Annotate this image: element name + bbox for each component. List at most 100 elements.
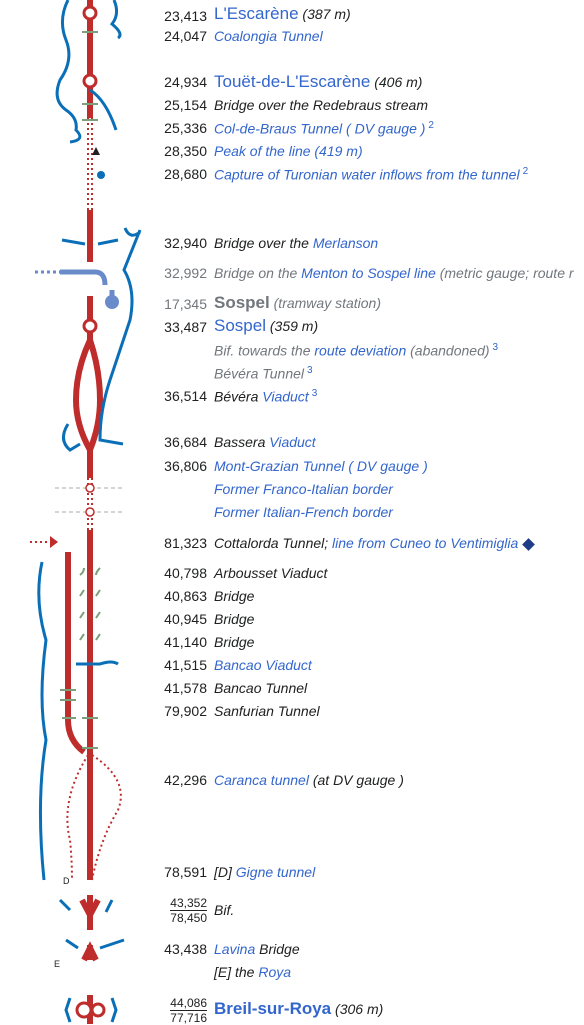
row-text: Bridge <box>214 634 255 650</box>
row-text: Bancao Tunnel <box>214 680 308 696</box>
km-top: 44,086 <box>170 996 207 1011</box>
row-text-b: (abandoned) <box>406 342 490 359</box>
row-link[interactable]: Mont-Grazian Tunnel <box>214 458 345 474</box>
row-link[interactable]: Viaduct <box>269 434 316 450</box>
row-text: Bévéra <box>214 388 263 405</box>
border-markers <box>85 483 95 517</box>
row-link[interactable]: Former Italian-French border <box>214 504 393 520</box>
footnote[interactable]: 3 <box>492 342 499 353</box>
km: 40,863 <box>164 588 207 604</box>
row-link[interactable]: Former Franco-Italian border <box>214 481 393 497</box>
km: 28,680 <box>164 166 207 182</box>
km: 43,438 <box>164 941 207 957</box>
row-text: Bif. towards the <box>214 342 315 359</box>
row-link[interactable]: Menton to Sospel line <box>301 265 436 281</box>
row-text: [D] <box>214 864 236 880</box>
km: 24,047 <box>164 28 207 44</box>
row-text: Sanfurian Tunnel <box>214 703 320 719</box>
km: 40,798 <box>164 565 207 581</box>
row-link[interactable]: Merlanson <box>312 235 379 251</box>
row-link[interactable]: Viaduct <box>262 388 309 405</box>
km: 23,413 <box>164 8 207 24</box>
km-bottom: 78,450 <box>170 911 207 925</box>
row-text: Bridge <box>214 588 255 604</box>
cuneo-line-icon <box>50 536 58 548</box>
station-name[interactable]: Sospel <box>214 316 266 335</box>
row-text: Bridge <box>214 611 255 627</box>
km: 24,934 <box>164 74 207 90</box>
gauge-link[interactable]: ( DV gauge ) <box>348 458 428 474</box>
station-name[interactable]: Breil-sur-Roya <box>214 999 332 1018</box>
row-text: Bévéra Tunnel <box>214 365 305 382</box>
station-name: Sospel <box>214 293 270 312</box>
station-extra: (387 m) <box>302 6 351 22</box>
row-text-b: (metric gauge; route r <box>435 265 574 281</box>
station-extra: (359 m) <box>269 318 319 334</box>
row-text: Bassera <box>214 434 270 450</box>
row-text: Bridge on the <box>214 265 302 281</box>
km: 32,940 <box>164 235 207 251</box>
row-link[interactable]: Roya <box>258 964 292 980</box>
row-text: Bridge over the <box>214 235 313 251</box>
km-fraction: 44,086 77,716 <box>170 996 207 1025</box>
menton-line <box>35 269 115 305</box>
station-extra: (tramway station) <box>273 295 381 311</box>
row-text: [E] the <box>214 964 259 980</box>
station-extra: (406 m) <box>374 74 423 90</box>
footnote[interactable]: 2 <box>428 120 434 131</box>
row-text-b: (at DV gauge ) <box>308 772 404 788</box>
row-link[interactable]: Col-de-Braus Tunnel <box>214 120 343 137</box>
footnote[interactable]: 3 <box>311 388 318 399</box>
row-link[interactable]: line from Cuneo to Ventimiglia <box>332 535 519 551</box>
row-link[interactable]: Gigne tunnel <box>235 864 316 880</box>
row-link[interactable]: Bancao Viaduct <box>214 657 312 673</box>
km: 40,945 <box>164 611 207 627</box>
row-text: Arbousset Viaduct <box>214 565 328 581</box>
km: 41,578 <box>164 680 207 696</box>
row-link[interactable]: Capture of Turonian water inflows from t… <box>214 166 520 183</box>
km: 78,591 <box>164 864 207 880</box>
km-bottom: 77,716 <box>170 1011 207 1025</box>
km: 25,336 <box>164 120 207 136</box>
rail-line-icon[interactable] <box>522 537 536 551</box>
row-link[interactable]: Peak of the line (419 m) <box>214 143 363 159</box>
km: 79,902 <box>164 703 207 719</box>
route-diagram: D E <box>30 0 142 1024</box>
km: 81,323 <box>164 535 207 551</box>
km: 17,345 <box>164 296 207 312</box>
diagram-label-d: D <box>63 876 70 886</box>
station-name[interactable]: Touët-de-L'Escarène <box>214 72 371 91</box>
peak-icon <box>92 147 100 155</box>
row-link[interactable]: Coalongia Tunnel <box>214 28 323 44</box>
km: 36,806 <box>164 458 207 474</box>
km: 32,992 <box>164 265 207 281</box>
km: 36,514 <box>164 388 207 404</box>
row-text: Cottalorda Tunnel; <box>214 535 333 551</box>
rivers <box>37 0 142 1023</box>
row-link[interactable]: route deviation <box>314 342 407 359</box>
km: 42,296 <box>164 772 207 788</box>
km: 33,487 <box>164 319 207 335</box>
km: 41,515 <box>164 657 207 673</box>
tram-station-icon <box>105 295 119 309</box>
bridge-markers <box>60 31 101 749</box>
km-top: 43,352 <box>170 896 207 911</box>
tunnel-track <box>30 118 122 881</box>
station-extra: (306 m) <box>335 1001 384 1017</box>
row-link[interactable]: Caranca tunnel <box>214 772 309 788</box>
gauge-link[interactable]: ( DV gauge ) <box>346 120 426 137</box>
km: 36,684 <box>164 434 207 450</box>
footnote[interactable]: 3 <box>307 365 313 376</box>
diagram-label-e: E <box>54 959 60 969</box>
km: 28,350 <box>164 143 207 159</box>
row-link[interactable]: Lavina <box>214 941 256 957</box>
km: 25,154 <box>164 97 207 113</box>
footnote[interactable]: 2 <box>522 166 529 177</box>
km: 41,140 <box>164 634 207 650</box>
station-name[interactable]: L'Escarène <box>214 4 299 23</box>
km-fraction: 43,352 78,450 <box>170 896 207 925</box>
station-icons <box>75 5 106 1019</box>
water-capture-icon <box>97 171 105 179</box>
row-text: Bridge over the Redebraus stream <box>214 97 428 113</box>
row-text-b: Bridge <box>255 941 300 957</box>
